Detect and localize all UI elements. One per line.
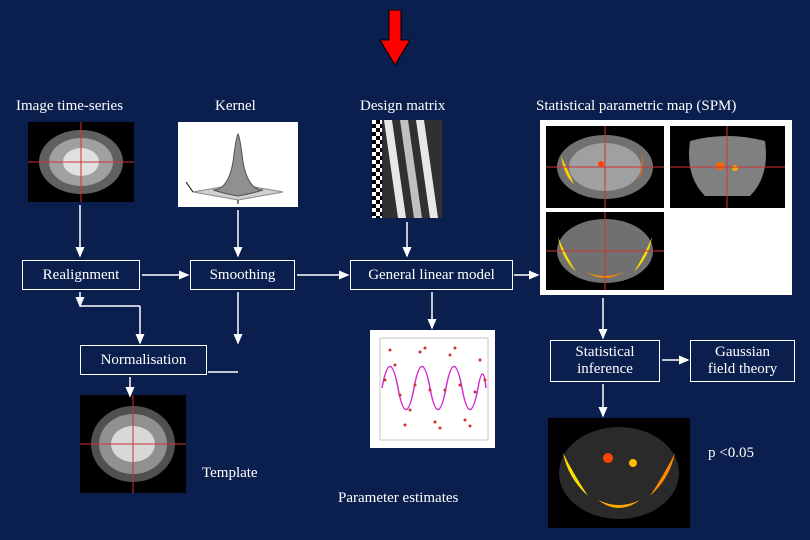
image-time-series bbox=[28, 122, 134, 202]
label-image-time-series: Image time-series bbox=[16, 98, 123, 115]
box-gaussian: Gaussian field theory bbox=[690, 340, 795, 382]
box-realignment: Realignment bbox=[22, 260, 140, 290]
label-spm: Statistical parametric map (SPM) bbox=[536, 98, 736, 115]
image-thresholded bbox=[548, 418, 690, 528]
red-down-arrow bbox=[380, 10, 410, 65]
label-p-value: p <0.05 bbox=[708, 445, 754, 462]
box-smoothing: Smoothing bbox=[190, 260, 295, 290]
box-glm: General linear model bbox=[350, 260, 513, 290]
image-design-matrix bbox=[372, 120, 442, 218]
label-design-matrix: Design matrix bbox=[360, 98, 445, 115]
image-spm-panel bbox=[540, 120, 792, 295]
label-template: Template bbox=[202, 465, 258, 482]
box-stat-inference: Statistical inference bbox=[550, 340, 660, 382]
label-kernel: Kernel bbox=[215, 98, 256, 115]
image-template bbox=[80, 395, 186, 493]
image-kernel bbox=[178, 122, 298, 207]
image-glm-plot bbox=[370, 330, 495, 448]
box-normalisation: Normalisation bbox=[80, 345, 207, 375]
label-parameter-estimates: Parameter estimates bbox=[338, 490, 458, 507]
